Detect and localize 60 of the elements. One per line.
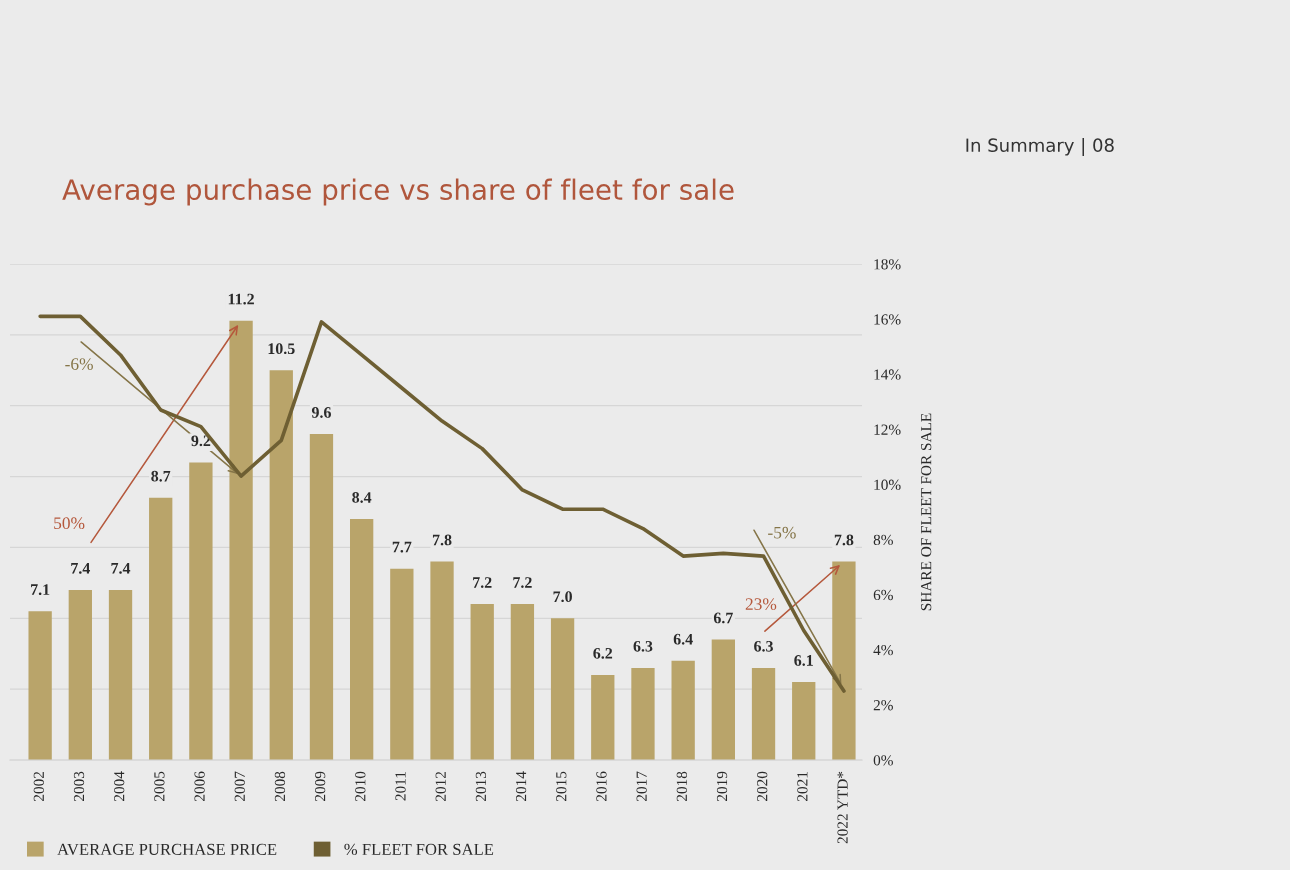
annotation: -6%: [65, 358, 93, 370]
x-tick-label: 2019: [716, 771, 728, 801]
y2-tick-label: 4%: [873, 644, 893, 656]
x-tick-label: 2008: [274, 771, 286, 801]
legend-label: AVERAGE PURCHASE PRICE: [57, 843, 277, 856]
y2-axis-title: SHARE OF FLEET FOR SALE: [921, 413, 932, 611]
data-label: 11.2: [228, 293, 254, 305]
y2-tick-label: 12%: [874, 424, 901, 435]
data-label: 8.4: [352, 492, 372, 503]
x-tick-label: 2010: [355, 771, 366, 801]
x-tick-label: 2018: [676, 771, 687, 801]
y2-tick-label: 14%: [874, 369, 901, 380]
legend-label: % FLEET FOR SALE: [344, 843, 494, 856]
data-label: 7.8: [834, 534, 854, 546]
chart-title: Average purchase price vs share of fleet for sale: [62, 178, 734, 206]
y2-tick-label: 8%: [873, 534, 893, 546]
y2-tick-label: 16%: [874, 314, 901, 325]
x-tick-label: 2006: [194, 771, 205, 801]
x-tick-label: 2022 YTD*: [837, 771, 848, 844]
data-label: 7.4: [71, 563, 91, 574]
data-label: 6.2: [593, 647, 613, 659]
y2-tick-label: 10%: [874, 479, 901, 490]
data-label: 7.0: [553, 591, 572, 603]
data-label: 6.7: [713, 612, 733, 624]
x-tick-label: 2017: [636, 771, 647, 801]
data-label: 6.1: [794, 655, 813, 666]
x-tick-label: 2004: [114, 771, 125, 801]
data-label: 9.6: [311, 407, 331, 418]
annotation: 50%: [54, 517, 85, 530]
x-tick-label: 2015: [556, 771, 567, 801]
y2-tick-label: 6%: [873, 589, 893, 601]
y2-tick-label: 18%: [874, 259, 901, 270]
x-tick-label: 2013: [475, 771, 487, 801]
data-label: 6.4: [673, 633, 693, 645]
data-label: 7.4: [111, 563, 131, 574]
x-tick-label: 2020: [757, 771, 768, 801]
y2-tick-label: 0%: [873, 755, 893, 766]
x-tick-label: 2009: [314, 771, 326, 801]
data-label: 7.7: [392, 541, 412, 553]
data-label: 7.1: [31, 584, 50, 596]
data-label: 10.5: [268, 343, 295, 355]
data-label: 7.8: [432, 534, 452, 546]
y2-tick-label: 2%: [873, 700, 893, 711]
x-tick-label: 2005: [154, 771, 165, 801]
x-tick-label: 2002: [33, 771, 44, 801]
x-tick-label: 2012: [435, 771, 446, 801]
x-tick-label: 2021: [797, 772, 808, 801]
x-tick-label: 2011: [395, 772, 406, 801]
x-tick-label: 2007: [234, 771, 245, 801]
annotation: 23%: [745, 598, 777, 610]
data-label: 6.3: [754, 640, 773, 652]
annotation: -5%: [768, 526, 796, 539]
text: In Summary | 08: [966, 137, 1114, 157]
data-label: 8.7: [151, 470, 171, 482]
x-tick-label: 2016: [596, 771, 607, 801]
data-label: 7.2: [513, 577, 532, 588]
x-tick-label: 2003: [73, 771, 85, 801]
x-tick-label: 2014: [515, 771, 527, 801]
data-label: 6.3: [633, 640, 653, 652]
data-label: 7.2: [473, 577, 492, 588]
